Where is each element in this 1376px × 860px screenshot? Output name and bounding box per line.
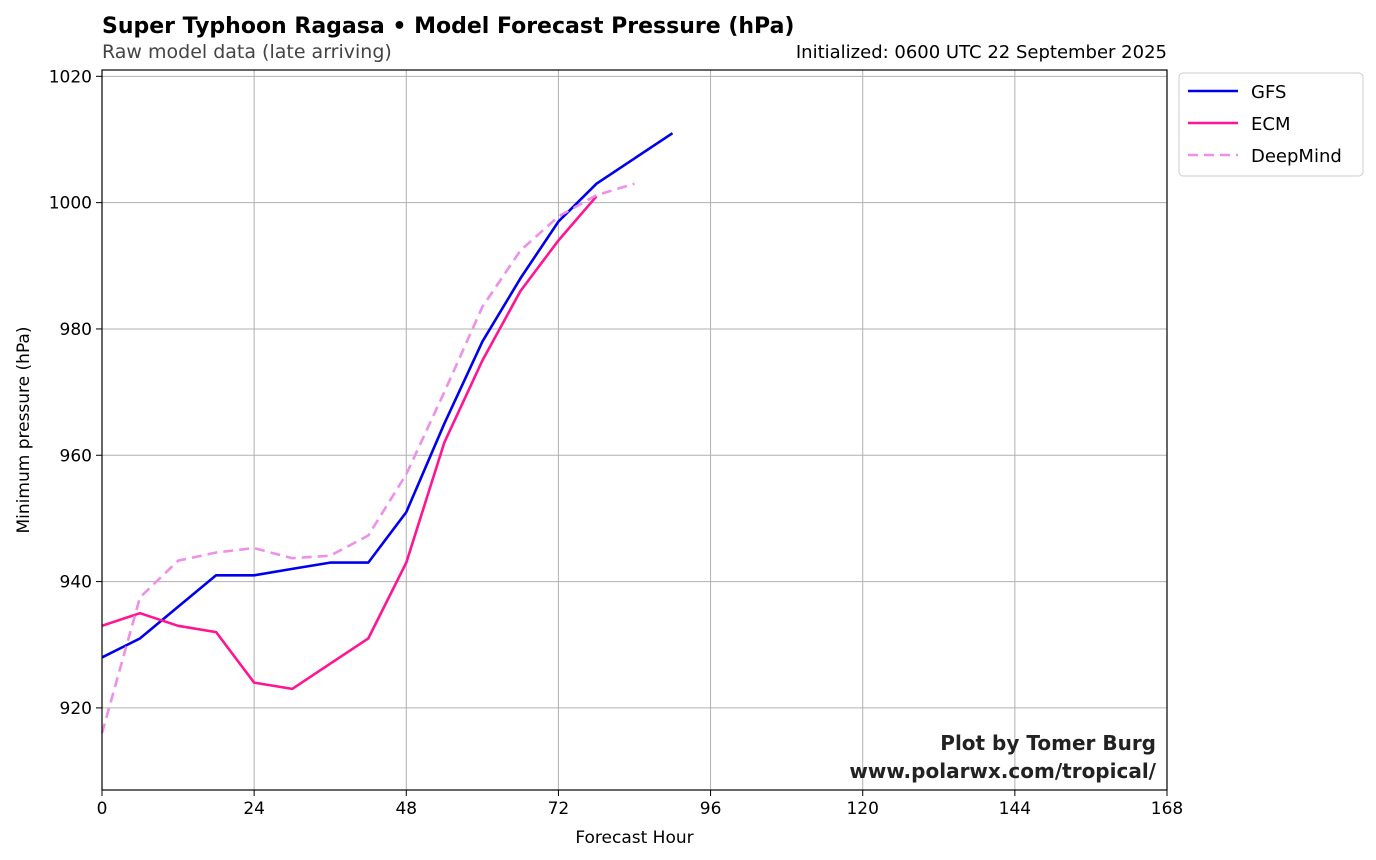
legend-label-ecm: ECM <box>1251 114 1290 135</box>
legend-label-gfs: GFS <box>1251 82 1286 103</box>
x-tick-label: 48 <box>395 799 417 819</box>
y-tick-label: 940 <box>60 573 92 593</box>
grid-layer <box>102 70 1167 790</box>
y-tick-label: 980 <box>60 320 92 340</box>
y-tick-label: 1020 <box>49 67 92 87</box>
y-tick-label: 920 <box>60 699 92 719</box>
credit-url: www.polarwx.com/tropical/ <box>849 759 1156 783</box>
legend: GFS ECM DeepMind <box>1178 72 1364 177</box>
x-tick-label: 96 <box>700 799 722 819</box>
y-axis-label: Minimum pressure (hPa) <box>14 327 34 534</box>
series-line-ecm <box>101 195 598 691</box>
y-tick-label: 960 <box>60 446 92 466</box>
x-axis-label: Forecast Hour <box>575 828 693 848</box>
credit-author: Plot by Tomer Burg <box>940 731 1156 755</box>
x-tick-label: 168 <box>1151 799 1183 819</box>
series-line-gfs <box>101 132 674 659</box>
x-tick-label: 120 <box>846 799 878 819</box>
chart-subtitle: Raw model data (late arriving) <box>102 41 392 63</box>
chart-title: Super Typhoon Ragasa • Model Forecast Pr… <box>102 14 794 39</box>
y-tick-label: 1000 <box>49 194 92 214</box>
tick-layer: 0 24 48 72 96 120 144 168 920 940 960 980 1000 1020 <box>49 67 1183 819</box>
x-tick-label: 24 <box>243 799 265 819</box>
series-layer <box>100 132 674 734</box>
series-line-deepmind <box>100 182 635 734</box>
legend-label-deepmind: DeepMind <box>1251 146 1342 167</box>
x-tick-label: 0 <box>97 799 108 819</box>
plot-frame <box>101 69 1168 791</box>
x-tick-label: 72 <box>548 799 570 819</box>
init-time-label: Initialized: 0600 UTC 22 September 2025 <box>796 42 1167 63</box>
x-tick-label: 144 <box>999 799 1031 819</box>
legend-box <box>1178 72 1364 177</box>
